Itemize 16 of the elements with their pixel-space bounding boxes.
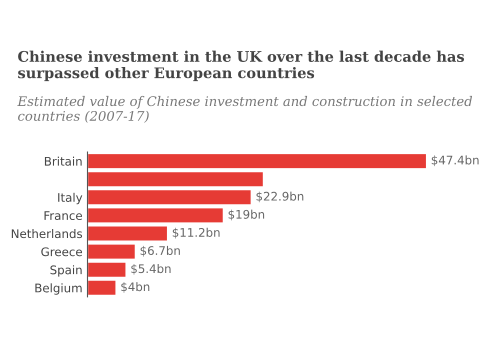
y-tick-label: Italy bbox=[58, 192, 82, 204]
data-label: $22.9bn bbox=[256, 192, 304, 202]
data-label: $19bn bbox=[228, 210, 264, 220]
data-label: $47.4bn bbox=[432, 155, 479, 166]
data-label: $6.7bn bbox=[140, 246, 180, 257]
data-label: $5.4bn bbox=[131, 264, 171, 275]
data-label: $4bn bbox=[121, 282, 150, 293]
chart-subtitle: Estimated value of Chinese investment and construction in selected countries (2007-17) bbox=[17, 96, 472, 123]
y-tick-label: Spain bbox=[50, 265, 82, 277]
chart-title: Chinese investment in the UK over the last decade has surpassed other European countries bbox=[18, 50, 464, 82]
y-tick-label: France bbox=[44, 211, 82, 220]
y-tick-label: Netherlands bbox=[12, 229, 82, 238]
y-tick-label: Britain bbox=[44, 156, 82, 166]
data-label: $11.2bn bbox=[172, 228, 220, 238]
y-tick-label: Belgium bbox=[35, 283, 82, 295]
y-tick-label: Greece bbox=[41, 247, 82, 256]
